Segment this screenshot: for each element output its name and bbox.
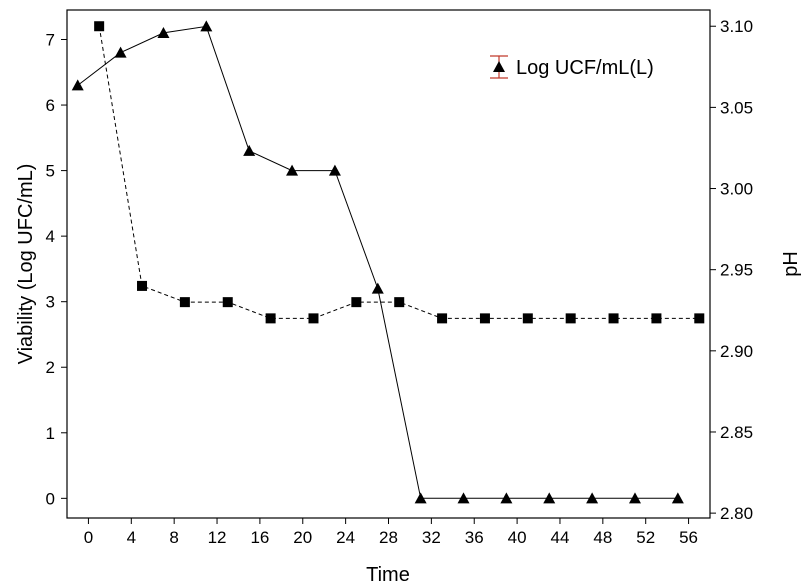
y-left-tick-label: 2 (46, 358, 55, 377)
ph-point (608, 313, 619, 324)
viability-point (414, 492, 427, 504)
y-left-tick-label: 7 (46, 30, 55, 49)
viability-point (114, 46, 127, 58)
viability-series-line (77, 25, 678, 499)
ph-point (437, 313, 448, 324)
ph-point (265, 313, 276, 324)
viability-point (671, 492, 684, 504)
legend: Log UCF/mL(L) (490, 55, 654, 79)
x-tick-label: 24 (336, 528, 355, 547)
x-tick-label: 36 (465, 528, 484, 547)
x-tick-label: 32 (422, 528, 441, 547)
ph-point (94, 21, 105, 32)
viability-point (286, 164, 299, 176)
y-left-tick-label: 4 (46, 227, 55, 246)
ph-point (394, 297, 405, 308)
y-left-tick-label: 0 (46, 489, 55, 508)
viability-point (200, 20, 213, 32)
ph-point (351, 297, 362, 308)
viability-point (157, 26, 170, 38)
x-tick-label: 20 (293, 528, 312, 547)
y-right-tick-label: 3.05 (720, 98, 753, 117)
y-left-axis-title: Viability (Log UFC/mL) (15, 164, 37, 365)
y-right-axis-ticks: 2.80 2.85 2.90 2.95 3.00 3.05 3.10 (710, 17, 753, 523)
y-right-tick-label: 2.80 (720, 504, 753, 523)
y-right-tick-label: 3.10 (720, 17, 753, 36)
series-layer (71, 20, 705, 504)
x-tick-label: 8 (169, 528, 178, 547)
viability-point (457, 492, 470, 504)
ph-point (308, 313, 319, 324)
ph-point (479, 313, 490, 324)
y-right-tick-label: 2.85 (720, 423, 753, 442)
ph-point (694, 313, 705, 324)
y-right-axis-title: pH (780, 251, 802, 277)
x-tick-label: 44 (551, 528, 570, 547)
viability-point (500, 492, 513, 504)
ph-point (137, 280, 148, 291)
x-tick-label: 4 (127, 528, 136, 547)
y-left-axis-ticks: 0 1 2 3 4 5 6 7 (46, 30, 67, 508)
ph-point (522, 313, 533, 324)
x-tick-label: 12 (208, 528, 227, 547)
y-right-tick-label: 2.90 (720, 342, 753, 361)
y-right-tick-label: 3.00 (720, 180, 753, 199)
viability-point (586, 492, 599, 504)
viability-point (371, 282, 384, 294)
x-axis-ticks: 0 4 8 12 16 20 24 28 32 36 40 44 48 52 56 (84, 518, 698, 547)
y-left-tick-label: 5 (46, 162, 55, 181)
viability-point (328, 164, 341, 176)
plot-frame (66, 9, 711, 519)
viability-point (543, 492, 556, 504)
x-tick-label: 0 (84, 528, 93, 547)
viability-point (243, 144, 256, 156)
x-tick-label: 16 (250, 528, 269, 547)
ph-point (222, 297, 233, 308)
ph-point (179, 297, 190, 308)
viability-point (628, 492, 641, 504)
ph-series-line (98, 26, 700, 319)
x-tick-label: 56 (679, 528, 698, 547)
x-tick-label: 48 (593, 528, 612, 547)
y-right-tick-label: 2.95 (720, 261, 753, 280)
legend-triangle-marker (493, 61, 505, 72)
viability-point (71, 79, 84, 91)
ph-point (651, 313, 662, 324)
x-tick-label: 28 (379, 528, 398, 547)
ph-point (565, 313, 576, 324)
y-left-tick-label: 1 (46, 424, 55, 443)
x-tick-label: 52 (636, 528, 655, 547)
legend-label: Log UCF/mL(L) (516, 57, 654, 79)
x-tick-label: 40 (508, 528, 527, 547)
y-left-tick-label: 6 (46, 96, 55, 115)
x-axis-title: Time (366, 564, 410, 586)
y-left-tick-label: 3 (46, 293, 55, 312)
